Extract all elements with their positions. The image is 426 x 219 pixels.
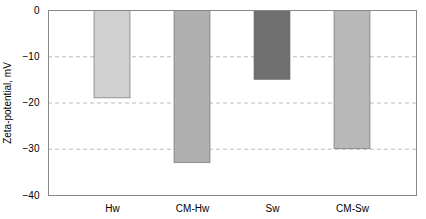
svg-text:CM-Sw: CM-Sw <box>336 203 370 214</box>
svg-text:−30: −30 <box>23 143 40 154</box>
svg-text:−40: −40 <box>23 190 40 201</box>
svg-text:−20: −20 <box>23 97 40 108</box>
svg-text:CM-Hw: CM-Hw <box>176 203 210 214</box>
svg-text:Sw: Sw <box>266 203 281 214</box>
svg-text:−10: −10 <box>23 51 40 62</box>
svg-text:0: 0 <box>34 5 40 16</box>
svg-text:Hw: Hw <box>105 203 120 214</box>
svg-text:Zeta-potential, mV: Zeta-potential, mV <box>2 62 13 144</box>
